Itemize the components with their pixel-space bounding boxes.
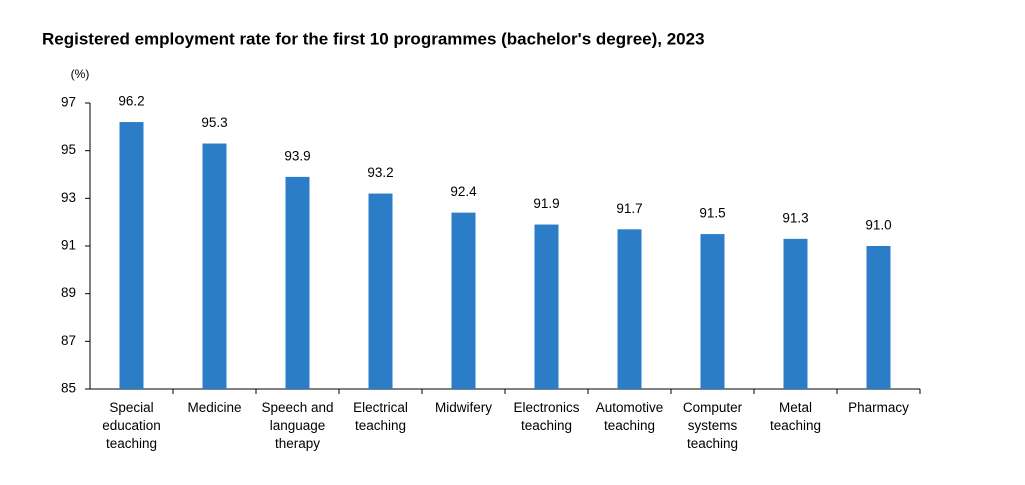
y-tick-label: 93	[61, 190, 76, 205]
bar	[617, 229, 642, 389]
value-label: 96.2	[118, 94, 144, 109]
value-label: 91.9	[533, 196, 559, 211]
bar	[451, 212, 476, 389]
value-label: 91.3	[782, 210, 808, 225]
bar	[368, 193, 393, 389]
value-label: 95.3	[201, 115, 227, 130]
x-tick-label: Medicine	[187, 400, 242, 415]
y-tick-label: 89	[61, 285, 76, 300]
x-tick-label: Pharmacy	[848, 400, 909, 415]
x-tick-label: Metal teaching	[769, 400, 822, 433]
y-axis-label: (%)	[71, 67, 90, 81]
y-tick-label: 85	[61, 381, 76, 396]
value-label: 91.0	[865, 218, 891, 233]
bar	[700, 234, 725, 389]
value-label: 92.4	[450, 184, 477, 199]
x-tick-label: Speech and language therapy	[261, 400, 334, 451]
value-label: 91.5	[699, 206, 725, 221]
chart-title: Registered employment rate for the first…	[42, 29, 705, 48]
x-tick-label: Computer systems teaching	[682, 400, 743, 451]
x-tick-label: Special education teaching	[102, 400, 161, 451]
y-tick-label: 97	[61, 95, 76, 110]
value-label: 93.9	[284, 148, 310, 163]
y-tick-label: 91	[61, 238, 76, 253]
y-tick-label: 95	[61, 142, 76, 157]
bar	[202, 143, 227, 389]
bar	[866, 246, 891, 389]
bar	[534, 224, 559, 389]
value-label: 93.2	[367, 165, 393, 180]
y-tick-label: 87	[61, 333, 76, 348]
bar	[119, 122, 144, 390]
bar	[783, 238, 808, 389]
x-tick-label: Electronics teaching	[513, 400, 580, 433]
x-tick-label: Midwifery	[434, 400, 492, 415]
x-tick-label: Electrical teaching	[353, 400, 408, 433]
x-tick-label: Automotive teaching	[595, 400, 664, 433]
bar	[285, 176, 310, 389]
value-label: 91.7	[616, 201, 642, 216]
